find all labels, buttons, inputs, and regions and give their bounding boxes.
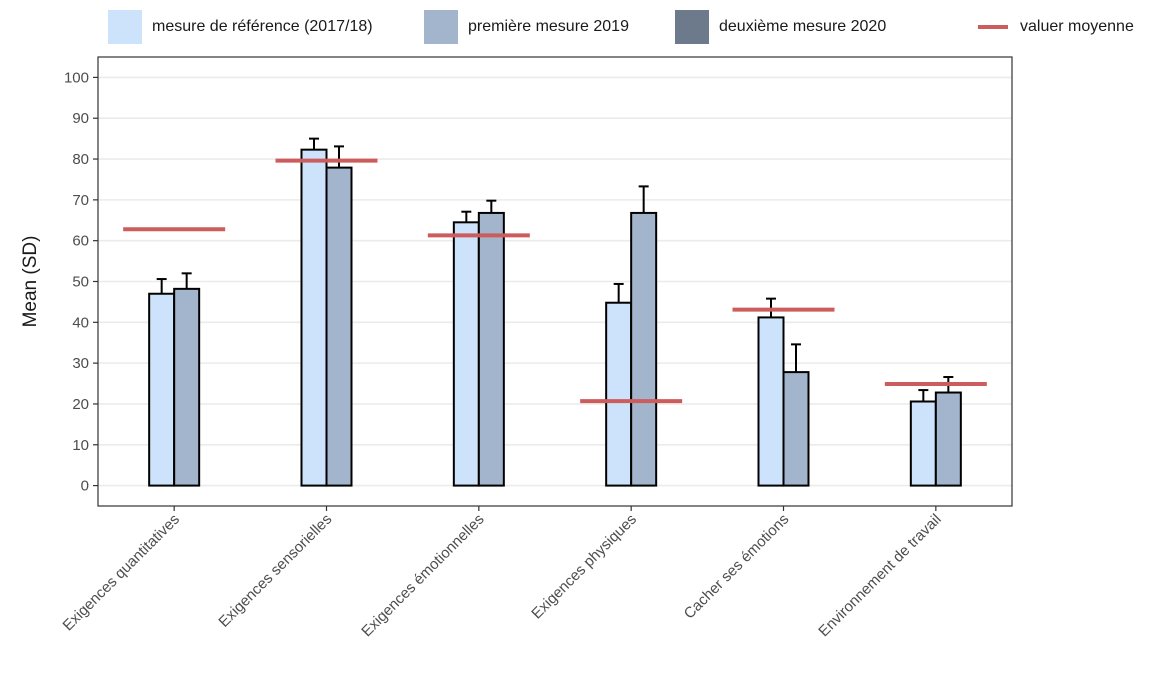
bar-2019-4 — [630, 211, 658, 487]
bar-reference-3 — [452, 221, 480, 487]
y-axis-title: Mean (SD) — [20, 236, 41, 328]
bar-reference-6 — [909, 400, 937, 487]
legend-item-2020: deuxième mesure 2020 — [675, 10, 886, 44]
y-tick-label-10: 10 — [72, 437, 89, 454]
x-tick-label-1: Exigences quantitatives — [60, 511, 183, 634]
y-tick-label-100: 100 — [64, 69, 89, 86]
bar-2019-2 — [325, 166, 353, 487]
bar-reference-1 — [148, 292, 176, 487]
y-tick-label-0: 0 — [81, 478, 89, 495]
x-tick-label-5: Cacher ses émotions — [681, 511, 793, 623]
y-tick-label-50: 50 — [72, 274, 89, 291]
legend-item-reference: mesure de référence (2017/18) — [108, 10, 373, 44]
legend-swatch-2019 — [424, 10, 458, 44]
legend: mesure de référence (2017/18) première m… — [0, 0, 1161, 50]
y-tick-label-70: 70 — [72, 192, 89, 209]
legend-swatch-2020 — [675, 10, 709, 44]
y-tick-label-60: 60 — [72, 233, 89, 250]
plot-border — [97, 56, 1013, 507]
x-tick-label-2: Exigences sensorielles — [215, 511, 335, 631]
bar-reference-5 — [757, 316, 785, 487]
bar-2019-5 — [782, 371, 810, 487]
bar-reference-2 — [300, 148, 328, 487]
legend-item-mean: valuer moyenne — [974, 10, 1134, 44]
legend-label-reference: mesure de référence (2017/18) — [152, 18, 373, 35]
x-tick-label-6: Environnement de travail — [815, 511, 944, 640]
legend-label-mean: valuer moyenne — [1020, 18, 1134, 35]
y-tick-label-20: 20 — [72, 396, 89, 413]
y-tick-label-40: 40 — [72, 314, 89, 331]
x-tick-label-3: Exigences émotionnelles — [358, 511, 487, 640]
y-tick-label-90: 90 — [72, 110, 89, 127]
bar-2019-1 — [173, 287, 201, 487]
legend-item-2019: première mesure 2019 — [424, 10, 629, 44]
legend-line-mean — [978, 25, 1008, 29]
x-tick-label-4: Exigences physiques — [528, 511, 640, 623]
legend-label-2019: première mesure 2019 — [468, 18, 629, 35]
y-tick-label-80: 80 — [72, 151, 89, 168]
bar-reference-4 — [605, 301, 633, 487]
y-tick-label-30: 30 — [72, 355, 89, 372]
bar-2019-6 — [934, 391, 962, 487]
legend-label-2020: deuxième mesure 2020 — [719, 18, 887, 35]
bar-2019-3 — [477, 211, 505, 487]
legend-swatch-reference — [108, 10, 142, 44]
